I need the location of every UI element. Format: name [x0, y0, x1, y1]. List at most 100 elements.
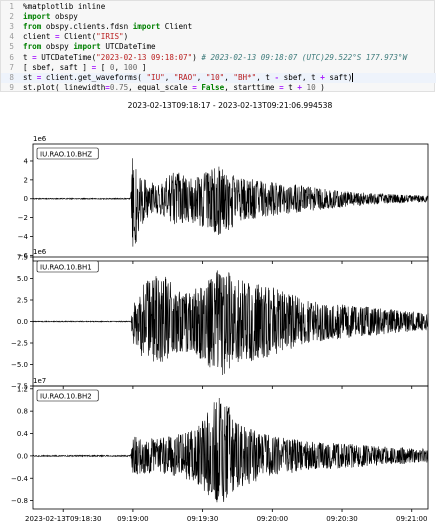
code-line[interactable]: 9 st.plot( linewidth=0.75, equal_scale = … — [1, 83, 436, 94]
y-offset-label: 1e6 — [33, 248, 47, 256]
code-token: t — [23, 52, 33, 62]
y-tick-label: −6 — [18, 252, 29, 260]
code-line[interactable]: 4 client = Client("IRIS") — [1, 32, 436, 43]
code-token: , — [164, 72, 174, 82]
trace-label-box — [36, 389, 99, 402]
code-token: st.plot( linewidth — [23, 82, 106, 92]
line-number: 5 — [9, 42, 14, 52]
y-tick-label: −0.8 — [11, 497, 28, 505]
code-token: , — [114, 62, 124, 72]
code-token: "10" — [205, 72, 225, 82]
code-token: client — [23, 32, 56, 42]
y-tick-label: 7.5 — [17, 254, 28, 262]
code-cell[interactable]: 1 %matplotlib inline 2 import obspy 3 from ob… — [0, 0, 436, 94]
code-token: , — [196, 72, 206, 82]
code-token: obspy.clients.fdsn — [41, 22, 133, 32]
axes-frame — [32, 385, 429, 510]
code-token: = — [32, 52, 37, 62]
code-token: "IU" — [146, 72, 165, 82]
line-number: 2 — [9, 12, 14, 22]
waveform-trace-iu.rao.10.bh2 — [32, 397, 429, 503]
line-number: 6 — [9, 52, 14, 62]
code-token: + — [320, 72, 325, 82]
code-token: 100 — [123, 62, 138, 72]
trace-label: IU.RAO.10.BHZ — [40, 151, 92, 159]
code-token: 0 — [109, 62, 115, 72]
code-token: Client — [160, 22, 193, 32]
code-line[interactable]: 5 from obspy import UTCDateTime — [1, 42, 436, 53]
y-tick-label: −7.5 — [11, 383, 28, 391]
y-tick-label: 0.0 — [17, 452, 28, 460]
x-tick-label: 09:19:00 — [117, 515, 148, 523]
y-tick-label: 0.0 — [17, 318, 28, 326]
code-token: = — [105, 82, 110, 92]
code-token: = — [36, 72, 42, 82]
line-number: 8 — [9, 72, 14, 82]
code-token: "2023-02-13 09:18:07" — [96, 52, 193, 62]
waveform-plot: 2023-02-13T09:18:17 - 2023-02-13T09:21:0… — [11, 101, 429, 523]
code-token: import — [73, 42, 101, 52]
code-token: "BH*" — [233, 72, 257, 82]
x-tick-label: 09:20:00 — [257, 515, 288, 523]
code-token: %matplotlib inline — [23, 2, 106, 11]
y-tick-label: 1.2 — [17, 385, 28, 393]
code-token: 0.75 — [109, 82, 129, 92]
code-token: , equal_scale — [128, 82, 193, 92]
code-token: t — [283, 82, 298, 92]
code-token: ) — [192, 52, 202, 62]
waveform-figure: 2023-02-13T09:18:17 - 2023-02-13T09:21:0… — [0, 96, 437, 528]
y-tick-label: 4 — [24, 157, 29, 165]
code-line[interactable]: 1 %matplotlib inline — [1, 2, 436, 13]
y-tick-label: −2 — [18, 214, 28, 222]
code-token: = — [192, 82, 197, 92]
x-tick-label: 09:19:30 — [187, 515, 218, 523]
waveform-trace-iu.rao.10.bhz — [32, 158, 429, 247]
code-token: False — [201, 82, 225, 92]
code-token: sbef, t — [279, 72, 321, 82]
code-token: - — [274, 72, 280, 82]
code-token: ) — [123, 32, 129, 42]
y-tick-label: −2.5 — [11, 340, 28, 348]
x-tick-label: 09:20:30 — [326, 515, 357, 523]
code-token: = — [279, 82, 284, 92]
code-token: + — [297, 82, 302, 92]
line-number: 3 — [9, 22, 14, 32]
code-token: obspy — [41, 42, 74, 52]
line-number: 1 — [9, 2, 14, 11]
code-token: saft) — [324, 72, 353, 82]
code-line[interactable]: 8 st = client.get_waveforms( "IU", "RAO",… — [1, 72, 436, 84]
code-token: [ — [96, 62, 110, 72]
code-line[interactable]: 2 import obspy — [1, 12, 436, 23]
x-tick-label: 09:21:00 — [396, 515, 427, 523]
code-token: obspy — [50, 12, 78, 22]
code-token: from — [23, 22, 42, 32]
y-tick-label: 2.5 — [17, 297, 28, 305]
y-tick-label: 0.8 — [17, 408, 28, 416]
code-line[interactable]: 7 [ sbef, saft ] = [ 0, 100 ] — [1, 63, 436, 74]
code-token: import — [132, 22, 161, 32]
line-number: 4 — [9, 32, 14, 42]
code-token: import — [23, 12, 51, 22]
trace-label: IU.RAO.10.BH1 — [40, 264, 92, 272]
code-token: [ sbef, saft ] — [23, 62, 92, 72]
line-number: 9 — [9, 82, 14, 92]
y-tick-label: 0.4 — [17, 430, 29, 438]
y-tick-label: −0.4 — [11, 475, 29, 483]
code-token: = — [91, 62, 97, 72]
y-tick-label: 2 — [24, 176, 28, 184]
code-token: "IRIS" — [96, 32, 124, 42]
line-number: 7 — [9, 62, 14, 72]
code-token: UTCDateTime( — [36, 52, 97, 62]
code-token: ) — [315, 82, 325, 92]
y-tick-label: 0 — [24, 195, 28, 203]
code-token: Client( — [59, 32, 97, 42]
code-token: from — [23, 42, 42, 52]
x-tick-label: 2023-02-13T09:18:30 — [25, 515, 101, 523]
code-token: , starttime — [224, 82, 280, 92]
code-token: client.get_waveforms( — [41, 72, 147, 82]
code-token: UTCDateTime — [100, 42, 156, 52]
code-token: , — [224, 72, 234, 82]
code-line[interactable]: 3 from obspy.clients.fdsn import Client — [1, 22, 436, 33]
axes-frame — [32, 143, 429, 262]
